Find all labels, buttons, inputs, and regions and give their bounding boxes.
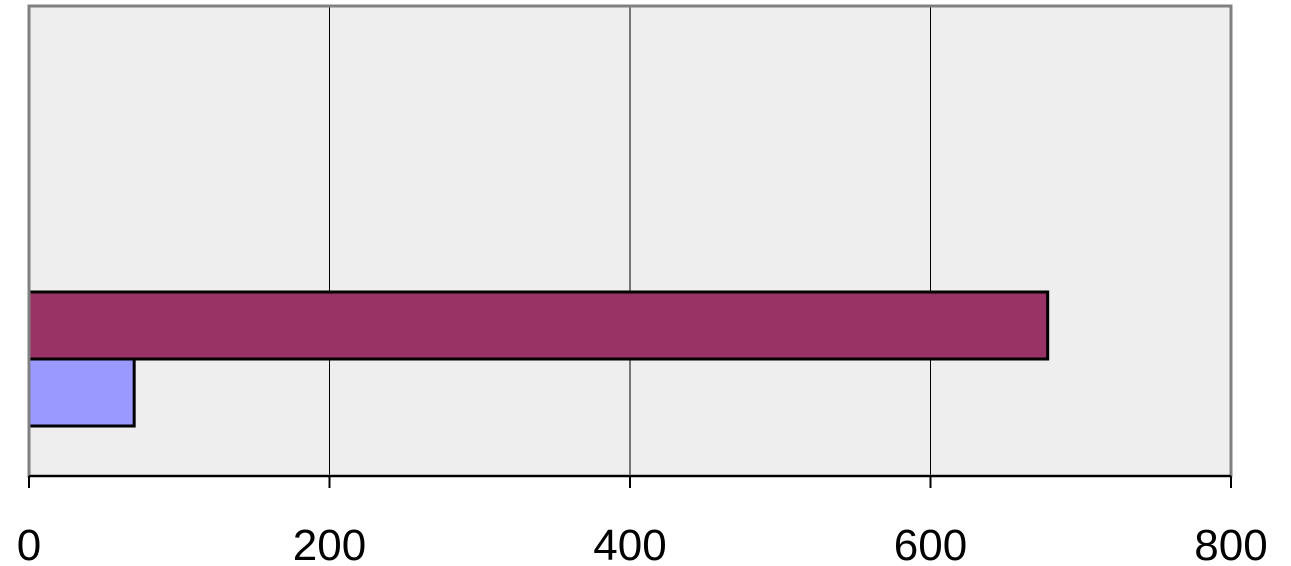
x-tick-label: 600	[894, 521, 967, 566]
x-tick-label: 0	[17, 521, 41, 566]
bars	[27, 290, 1050, 428]
x-tick-label: 800	[1194, 521, 1267, 566]
grid-lines	[329, 6, 931, 476]
x-tick-label: 200	[293, 521, 366, 566]
x-tick-label: 400	[593, 521, 666, 566]
bar-series-2	[27, 357, 136, 428]
bar-series-1	[27, 290, 1050, 361]
x-axis: 0 200 400 600 800	[17, 475, 1268, 566]
